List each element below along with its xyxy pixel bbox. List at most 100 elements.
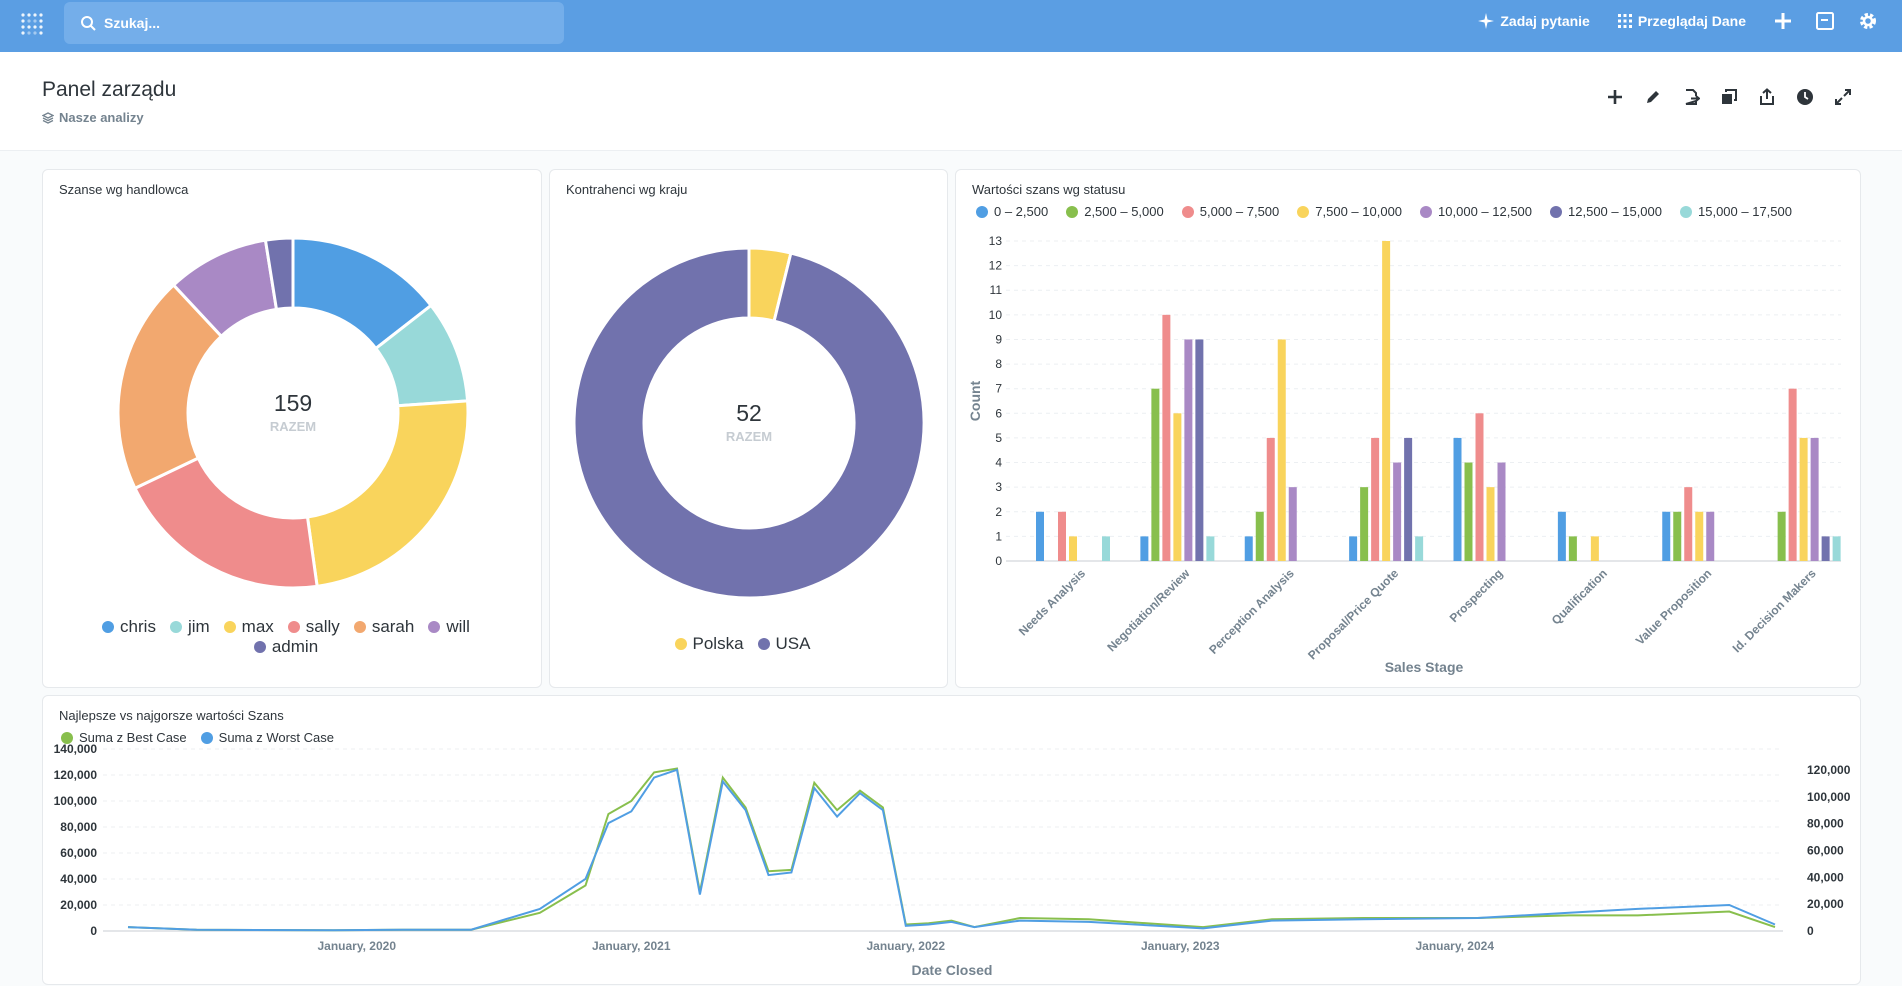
legend-label: Suma z Best Case — [79, 730, 187, 745]
bar[interactable] — [1453, 437, 1462, 561]
bar[interactable] — [1415, 536, 1424, 561]
bar[interactable] — [1464, 462, 1473, 561]
bar[interactable] — [1102, 536, 1110, 561]
page-title[interactable]: Panel zarządu — [42, 78, 177, 101]
bar[interactable] — [1821, 536, 1830, 561]
bar[interactable] — [1140, 536, 1149, 561]
legend-item[interactable]: 0 – 2,500 — [976, 204, 1048, 219]
bar[interactable] — [1393, 462, 1402, 561]
bar[interactable] — [1360, 487, 1369, 561]
collection-breadcrumb[interactable]: Nasze analizy — [42, 110, 144, 125]
sql-editor-button[interactable] — [1816, 12, 1834, 30]
bar[interactable] — [1069, 536, 1077, 561]
card-title[interactable]: Szanse wg handlowca — [59, 182, 189, 197]
legend-item[interactable]: USA — [757, 634, 811, 654]
legend-item[interactable]: max — [223, 617, 274, 637]
legend-item[interactable]: 10,000 – 12,500 — [1420, 204, 1532, 219]
legend-item[interactable]: 12,500 – 15,000 — [1550, 204, 1662, 219]
ask-question-button[interactable]: Zadaj pytanie — [1478, 13, 1590, 29]
search-input[interactable]: Szukaj... — [64, 2, 564, 44]
bar[interactable] — [1475, 413, 1484, 561]
bar[interactable] — [1673, 511, 1682, 561]
bar[interactable] — [1568, 536, 1577, 561]
metabase-logo-icon[interactable] — [20, 10, 46, 36]
bar[interactable] — [1266, 437, 1275, 561]
legend-item[interactable]: jim — [169, 617, 210, 637]
bar[interactable] — [1162, 314, 1171, 561]
pie-slice-sally[interactable] — [133, 456, 319, 590]
legend-item[interactable]: Suma z Best Case — [61, 730, 187, 745]
browse-data-label: Przeglądaj Dane — [1637, 13, 1746, 29]
pie-slice-max[interactable] — [305, 399, 470, 589]
browse-data-button[interactable]: Przeglądaj Dane — [1617, 13, 1746, 29]
card-title[interactable]: Wartości szans wg statusu — [972, 182, 1126, 197]
bar[interactable] — [1058, 511, 1066, 561]
series-line-worst-case[interactable] — [127, 768, 1776, 932]
legend-dot — [102, 621, 115, 633]
bar[interactable] — [1036, 511, 1044, 561]
card-best-vs-worst[interactable]: Najlepsze vs najgorsze wartości Szans Su… — [42, 695, 1861, 985]
edit-button[interactable] — [1634, 88, 1672, 106]
share-button[interactable] — [1748, 88, 1786, 106]
settings-button[interactable] — [1858, 11, 1878, 31]
legend-label: 15,000 – 17,500 — [1698, 204, 1792, 219]
pie-slice-admin[interactable] — [263, 236, 295, 312]
bar[interactable] — [1695, 511, 1704, 561]
bar[interactable] — [1788, 388, 1797, 561]
legend-item[interactable]: Polska — [674, 634, 744, 654]
bar[interactable] — [1277, 339, 1286, 561]
bar[interactable] — [1777, 511, 1786, 561]
pie-slice-sarah[interactable] — [116, 282, 224, 491]
duplicate-button[interactable] — [1710, 88, 1748, 106]
bar[interactable] — [1255, 511, 1264, 561]
bar[interactable] — [1173, 413, 1182, 561]
new-item-button[interactable] — [1774, 12, 1792, 30]
bar[interactable] — [1288, 487, 1297, 561]
legend-item[interactable]: 7,500 – 10,000 — [1297, 204, 1402, 219]
bar[interactable] — [1151, 388, 1160, 561]
legend-item[interactable]: sally — [287, 617, 340, 637]
legend-item[interactable]: sarah — [353, 617, 414, 637]
legend-item[interactable]: 5,000 – 7,500 — [1181, 204, 1279, 219]
bar[interactable] — [1404, 437, 1413, 561]
legend-item[interactable]: will — [428, 617, 470, 637]
bar[interactable] — [1662, 511, 1671, 561]
y-tick-label: 12 — [989, 259, 1003, 273]
bar[interactable] — [1244, 536, 1253, 561]
series-line-best-case[interactable] — [127, 767, 1776, 932]
bar[interactable] — [1371, 437, 1380, 561]
legend-item[interactable]: admin — [253, 637, 318, 657]
legend-dot — [1420, 205, 1433, 218]
legend-item[interactable]: Suma z Worst Case — [200, 730, 334, 745]
legend-item[interactable]: 15,000 – 17,500 — [1680, 204, 1792, 219]
legend-item[interactable]: chris — [102, 617, 156, 637]
pie-slice-usa[interactable] — [572, 246, 926, 600]
bar[interactable] — [1497, 462, 1506, 561]
bar[interactable] — [1382, 241, 1391, 561]
card-opportunity-values-by-status[interactable]: Wartości szans wg statusu 0 – 2,500 2,500… — [955, 169, 1861, 688]
x-tick-label: January, 2023 — [1141, 939, 1220, 953]
card-title[interactable]: Kontrahenci wg kraju — [566, 182, 688, 197]
bar[interactable] — [1810, 437, 1819, 561]
history-button[interactable] — [1786, 88, 1824, 106]
card-contractors-by-country[interactable]: Kontrahenci wg kraju 52 RAZEM Polska USA — [549, 169, 948, 688]
bar[interactable] — [1195, 339, 1204, 561]
bar[interactable] — [1832, 536, 1841, 561]
bar[interactable] — [1206, 536, 1215, 561]
move-button[interactable] — [1672, 88, 1710, 106]
card-opportunities-by-rep[interactable]: Szanse wg handlowca 159 RAZEM chris jim max… — [42, 169, 542, 688]
bar[interactable] — [1486, 487, 1495, 561]
y-tick-label-left: 120,000 — [54, 768, 98, 782]
bar[interactable] — [1349, 536, 1358, 561]
bar[interactable] — [1799, 437, 1808, 561]
bar[interactable] — [1184, 339, 1193, 561]
y-tick-label: 7 — [995, 382, 1002, 396]
legend-item[interactable]: 2,500 – 5,000 — [1066, 204, 1164, 219]
bar[interactable] — [1706, 511, 1715, 561]
fullscreen-button[interactable] — [1824, 88, 1862, 106]
add-card-button[interactable] — [1596, 88, 1634, 106]
bar[interactable] — [1557, 511, 1566, 561]
bar[interactable] — [1590, 536, 1599, 561]
card-title[interactable]: Najlepsze vs najgorsze wartości Szans — [59, 708, 284, 723]
bar[interactable] — [1684, 487, 1693, 561]
